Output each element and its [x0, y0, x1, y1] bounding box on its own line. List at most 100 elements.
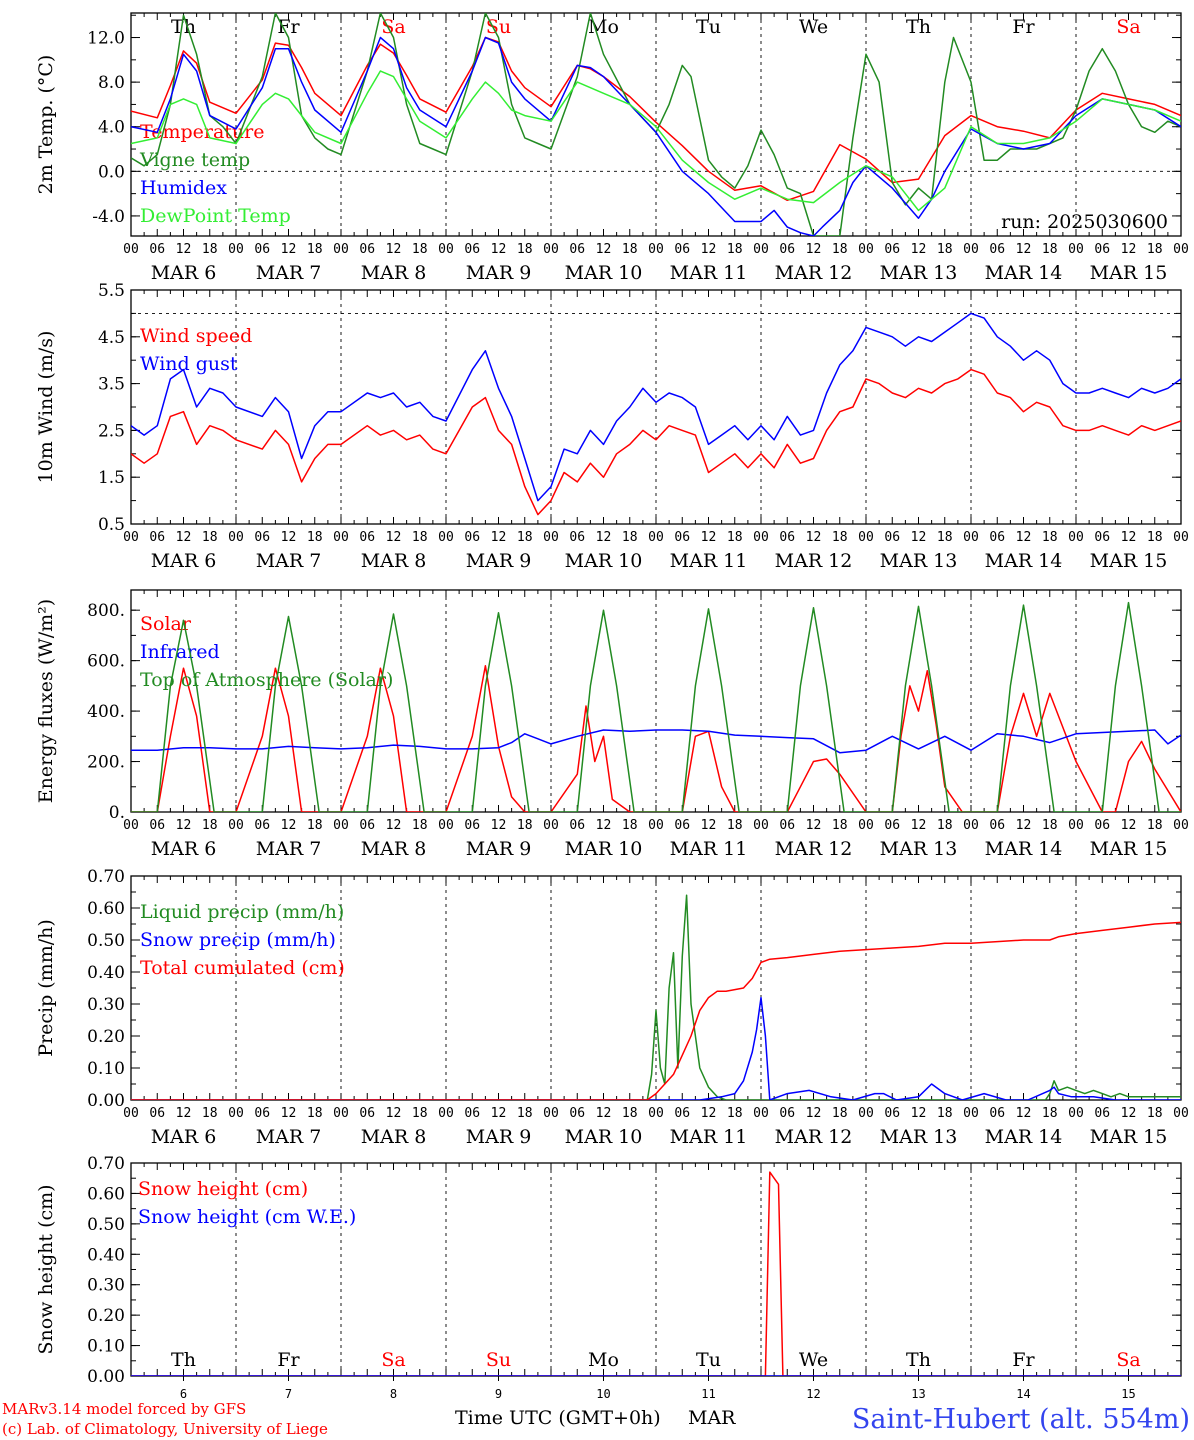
y-tick-label: 400. — [87, 702, 125, 722]
x-date-label: MAR 8 — [361, 262, 427, 284]
y-tick-label: 0. — [109, 803, 125, 823]
legend-entry: Solar — [140, 613, 192, 635]
x-date-label: MAR 15 — [1090, 838, 1168, 860]
x-date-label: MAR 8 — [361, 838, 427, 860]
footer-lab: (c) Lab. of Climatology, University of L… — [2, 1420, 328, 1438]
x-hour-label: 12 — [176, 242, 192, 257]
x-hour-label: 06 — [884, 818, 900, 833]
y-tick-label: 1.5 — [98, 468, 125, 488]
x-hour-label: 18 — [1147, 1106, 1163, 1121]
x-date-label: MAR 11 — [670, 838, 748, 860]
x-hour-label: 18 — [622, 530, 638, 545]
x-hour-label: 06 — [989, 818, 1005, 833]
weekday-label: Sa — [381, 16, 405, 38]
weekday-label: Fr — [277, 1349, 300, 1371]
x-date-label: MAR 13 — [880, 1126, 958, 1148]
x-hour-label: 00 — [648, 1106, 664, 1121]
x-hour-label: 00 — [753, 818, 769, 833]
y-tick-label: 600. — [87, 652, 125, 672]
chart-panel-1: -4.0 0.0 4.0 8.0 12.0 2m Temp. (°C) 00 06 12 18 00… — [35, 12, 1189, 284]
y-axis-title: Snow height (cm) — [35, 1184, 57, 1354]
x-hour-label: 00 — [333, 242, 349, 257]
x-hour-label: 00 — [438, 530, 454, 545]
x-hour-label: 18 — [517, 242, 533, 257]
x-hour-label: 00 — [543, 530, 559, 545]
x-hour-label: 00 — [1068, 242, 1084, 257]
x-hour-label: 06 — [989, 530, 1005, 545]
y-tick-label: 0.10 — [87, 1059, 125, 1079]
x-hour-label: 12 — [1016, 818, 1032, 833]
x-hour-label: 00 — [1173, 530, 1189, 545]
x-date-label: MAR 10 — [565, 550, 643, 572]
x-hour-label: 06 — [464, 818, 480, 833]
x-date-label: MAR 10 — [565, 1126, 643, 1148]
x-hour-label: 12 — [701, 818, 717, 833]
x-hour-label: 00 — [333, 818, 349, 833]
x-hour-label: 18 — [1042, 1106, 1058, 1121]
x-hour-label: 00 — [228, 242, 244, 257]
x-date-label: MAR 13 — [880, 838, 958, 860]
x-hour-label: 18 — [307, 242, 323, 257]
x-hour-label: 06 — [884, 242, 900, 257]
x-hour-label: 12 — [281, 818, 297, 833]
x-hour-label: 12 — [701, 1106, 717, 1121]
legend-entry: Total cumulated (cm) — [140, 957, 345, 979]
legend-entry: Snow precip (mm/h) — [140, 929, 336, 951]
x-date-label: MAR 11 — [670, 1126, 748, 1148]
x-hour-label: 06 — [779, 242, 795, 257]
legend-entry: Wind speed — [140, 325, 252, 347]
series-line-3 — [131, 601, 1181, 812]
x-hour-label: 18 — [202, 1106, 218, 1121]
run-label: run: 2025030600 — [1001, 211, 1168, 233]
series-line-1 — [131, 36, 1181, 202]
x-hour-label: 12 — [386, 1106, 402, 1121]
x-hour-label: 18 — [412, 1106, 428, 1121]
legend-entry: Humidex — [140, 177, 227, 199]
x-hour-label: 00 — [438, 242, 454, 257]
x-hour-label: 12 — [911, 530, 927, 545]
y-tick-label: 0.40 — [87, 963, 125, 983]
x-hour-label: 12 — [176, 818, 192, 833]
x-date-label: MAR 7 — [256, 838, 322, 860]
weekday-label: Th — [906, 1349, 931, 1371]
x-hour-label: 00 — [228, 530, 244, 545]
x-date-label: MAR 10 — [565, 838, 643, 860]
weekday-label: We — [799, 16, 828, 38]
x-hour-label: 00 — [858, 1106, 874, 1121]
x-hour-label: 06 — [359, 1106, 375, 1121]
x-hour-label: 06 — [674, 1106, 690, 1121]
x-date-label: MAR 8 — [361, 1126, 427, 1148]
y-tick-label: 5.5 — [98, 281, 125, 301]
x-hour-label: 00 — [1068, 1106, 1084, 1121]
y-tick-label: 4.5 — [98, 328, 125, 348]
y-tick-label: 4.0 — [98, 118, 125, 138]
x-day-number: 15 — [1121, 1387, 1135, 1401]
legend-entry: Snow height (cm) — [138, 1178, 308, 1200]
x-hour-label: 00 — [228, 818, 244, 833]
x-day-number: 12 — [806, 1387, 820, 1401]
legend-entry: Top of Atmosphere (Solar) — [140, 669, 393, 691]
x-date-label: MAR 6 — [151, 1126, 217, 1148]
x-hour-label: 00 — [543, 1106, 559, 1121]
y-tick-label: 8.0 — [98, 73, 125, 93]
chart-panel-4: 0.00 0.10 0.20 0.30 0.40 0.50 0.60 0.70 Precip (… — [35, 867, 1189, 1148]
x-date-label: MAR 7 — [256, 550, 322, 572]
weekday-label: Tu — [696, 1349, 721, 1371]
x-hour-label: 18 — [622, 1106, 638, 1121]
x-hour-label: 12 — [596, 530, 612, 545]
x-hour-label: 06 — [464, 530, 480, 545]
x-hour-label: 00 — [1173, 242, 1189, 257]
x-hour-label: 06 — [359, 818, 375, 833]
y-tick-label: 0.50 — [87, 931, 125, 951]
x-hour-label: 12 — [1121, 530, 1137, 545]
x-date-label: MAR 7 — [256, 1126, 322, 1148]
y-tick-label: 0.70 — [87, 1154, 125, 1174]
x-hour-label: 06 — [1094, 242, 1110, 257]
x-hour-label: 12 — [1121, 242, 1137, 257]
y-tick-label: 12.0 — [87, 29, 125, 49]
x-date-label: MAR 11 — [670, 262, 748, 284]
x-hour-label: 06 — [464, 242, 480, 257]
weekday-label: Tu — [696, 16, 721, 38]
x-hour-label: 18 — [937, 242, 953, 257]
x-date-label: MAR 15 — [1090, 1126, 1168, 1148]
